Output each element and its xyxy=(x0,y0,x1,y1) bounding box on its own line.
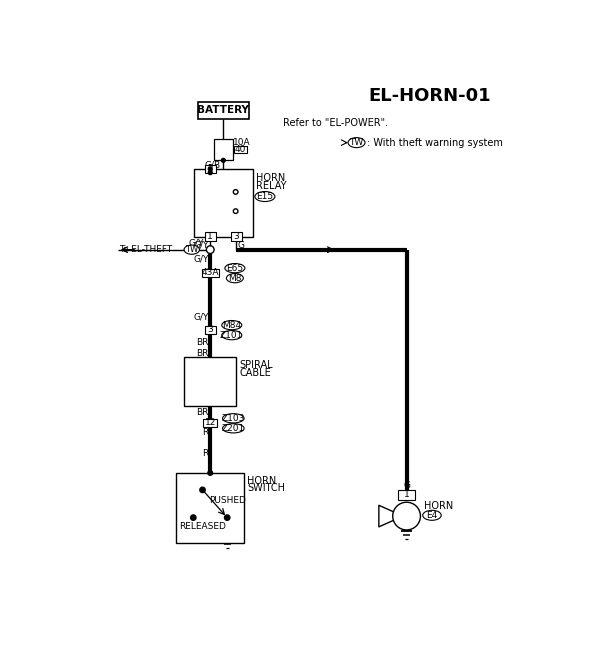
Circle shape xyxy=(392,502,420,530)
Circle shape xyxy=(207,246,214,253)
Bar xyxy=(205,232,215,241)
Bar xyxy=(205,325,215,334)
Text: SWITCH: SWITCH xyxy=(247,483,285,493)
Ellipse shape xyxy=(223,424,244,433)
Text: TW: TW xyxy=(349,138,363,147)
Text: To EL-THEFT: To EL-THEFT xyxy=(120,245,173,254)
Ellipse shape xyxy=(423,510,441,520)
Text: 12: 12 xyxy=(205,419,216,428)
Text: R: R xyxy=(202,449,209,458)
Ellipse shape xyxy=(226,274,243,283)
Bar xyxy=(202,268,218,277)
Text: : With theft warning system: : With theft warning system xyxy=(366,138,503,148)
Text: G: G xyxy=(403,481,410,490)
Ellipse shape xyxy=(222,321,242,330)
Bar xyxy=(198,102,249,119)
Text: Refer to "EL-POWER".: Refer to "EL-POWER". xyxy=(284,117,388,128)
Text: HORN: HORN xyxy=(424,501,453,511)
Text: R: R xyxy=(202,428,209,438)
Text: 1: 1 xyxy=(207,232,213,241)
Circle shape xyxy=(208,167,212,171)
Text: CABLE: CABLE xyxy=(240,368,271,378)
Circle shape xyxy=(191,515,196,520)
Text: RELAY: RELAY xyxy=(256,181,286,191)
Bar xyxy=(214,139,233,160)
Bar xyxy=(203,419,217,427)
Bar xyxy=(184,358,236,406)
Ellipse shape xyxy=(255,192,275,201)
Bar xyxy=(398,489,415,499)
Text: BATTERY: BATTERY xyxy=(197,106,249,115)
Text: 2: 2 xyxy=(207,164,213,173)
Text: 1: 1 xyxy=(404,490,410,499)
Text: 43A: 43A xyxy=(201,268,219,277)
Text: E4: E4 xyxy=(426,511,437,520)
Text: SPIRAL: SPIRAL xyxy=(240,360,273,370)
Bar xyxy=(231,232,242,241)
Text: TW: TW xyxy=(185,245,198,254)
Text: G/Y: G/Y xyxy=(189,238,204,247)
Ellipse shape xyxy=(223,414,244,423)
Text: G: G xyxy=(238,241,245,249)
Circle shape xyxy=(233,190,238,194)
Ellipse shape xyxy=(348,138,365,148)
Text: M8: M8 xyxy=(228,274,242,283)
Text: Z103: Z103 xyxy=(221,414,245,422)
Text: G/Y: G/Y xyxy=(194,313,209,322)
Circle shape xyxy=(208,470,213,475)
Text: M84: M84 xyxy=(222,321,242,329)
Bar xyxy=(176,473,244,543)
Text: BR: BR xyxy=(197,407,209,417)
Ellipse shape xyxy=(225,264,245,273)
Circle shape xyxy=(200,487,205,493)
Text: 10A: 10A xyxy=(233,138,251,147)
Text: G/Y: G/Y xyxy=(194,241,209,249)
Text: HORN: HORN xyxy=(247,476,276,485)
Text: Z201: Z201 xyxy=(222,424,245,433)
Text: Z101: Z101 xyxy=(220,331,243,340)
Bar xyxy=(234,146,247,154)
Text: BR: BR xyxy=(197,349,209,358)
Text: 3: 3 xyxy=(207,325,213,335)
Ellipse shape xyxy=(222,331,242,340)
Text: 40: 40 xyxy=(234,145,246,154)
Circle shape xyxy=(224,515,230,520)
Text: HORN: HORN xyxy=(256,173,285,183)
Text: PUSHED: PUSHED xyxy=(209,496,246,505)
Text: E15: E15 xyxy=(256,192,274,201)
Text: BR: BR xyxy=(197,338,209,346)
Text: G/Y: G/Y xyxy=(194,255,209,264)
Text: 3: 3 xyxy=(233,232,239,241)
Circle shape xyxy=(233,209,238,213)
Bar xyxy=(194,169,253,237)
Ellipse shape xyxy=(184,245,200,255)
Text: G/B: G/B xyxy=(205,161,221,169)
Circle shape xyxy=(208,171,212,174)
Circle shape xyxy=(221,158,225,162)
Text: RELEASED: RELEASED xyxy=(179,522,226,531)
Bar xyxy=(205,165,215,173)
Text: E65: E65 xyxy=(226,264,243,273)
Text: EL-HORN-01: EL-HORN-01 xyxy=(369,87,491,105)
